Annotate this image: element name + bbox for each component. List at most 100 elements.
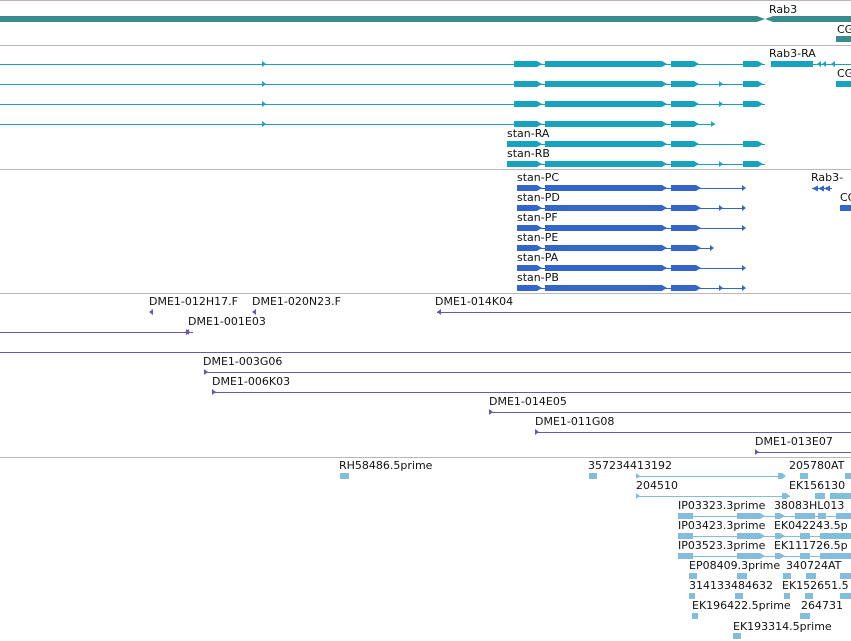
strand-arrow-icon [719,81,723,87]
strand-arrow-icon [719,161,723,167]
transcript-label-stan-pc: stan-PC [517,171,559,184]
transcript-label-stan-pa: stan-PA [517,251,559,264]
est-clone-row-1[interactable] [149,309,153,315]
protein-row-1[interactable] [517,185,746,191]
est-read-row-8[interactable] [678,553,851,559]
est-read-row-6[interactable] [678,513,851,519]
est-read-row-4[interactable] [636,493,790,499]
gene-label-rab3: Rab3 [769,3,797,16]
strand-arrow-icon [149,309,153,315]
strand-arrow-icon [831,61,835,67]
flybase-transcript-row-2[interactable] [0,81,765,87]
transcript-label-rab3: Rab3- [811,171,843,184]
strand-arrow-icon [262,101,266,107]
est-clone-row-3[interactable] [437,309,851,315]
strand-arrow-icon [252,309,256,315]
flybase-transcript-glyphs [0,61,851,167]
read-label-ek196422: EK196422.5prime [692,599,791,612]
flybase-transcript-row-1[interactable] [0,61,765,67]
flybase-transcript-row-4[interactable] [0,121,715,127]
read-label-ip03423: IP03423.3prime [678,519,766,532]
est-clone-row-10[interactable] [755,449,851,455]
read-label-314133484632: 314133484632 [689,579,773,592]
strand-arrow-icon [636,473,640,479]
clone-label-dme1-003g06: DME1-003G06 [203,355,282,368]
protein-row-6[interactable] [517,285,746,291]
strand-arrow-icon [636,493,640,499]
est-read-row-1[interactable] [340,473,349,479]
transcript-label-cg: CG [837,67,851,80]
strand-arrow-icon [719,285,723,291]
read-label-ek193314: EK193314.5prime [733,620,832,633]
transcript-cg-protein[interactable] [840,205,851,211]
est-clone-row-9[interactable] [535,429,851,435]
strand-arrow-icon [262,121,266,127]
strand-arrow-icon [185,329,189,335]
read-label-ek156130: EK156130 [789,479,845,492]
flybase-transcript-row-6[interactable] [507,161,765,167]
est-read-row-12[interactable] [733,633,741,639]
strand-arrow-icon [742,265,746,271]
flybase-transcript-track: Rab3-RA CG stan-RA stan-RB [507,47,851,160]
protein-row-5[interactable] [517,265,746,271]
est-read-row-7[interactable] [678,533,851,539]
flybase-transcript-row-5[interactable] [507,141,765,147]
clone-label-dme1-013e07: DME1-013E07 [755,435,833,448]
flybase-transcript-rab3-ra[interactable] [771,61,851,67]
protein-row-2[interactable] [517,205,746,211]
est-read-row-3[interactable] [800,473,851,479]
strand-arrow-icon [817,61,821,67]
est-clone-row-4[interactable] [0,329,193,335]
read-label-ek042243: EK042243.5p [774,519,848,532]
flybase-transcript-cg[interactable] [836,81,851,87]
strand-arrow-icon [711,121,715,127]
clone-label-dme1-011g08: DME1-011G08 [535,415,614,428]
est-clone-row-7[interactable] [212,389,851,395]
transcript-label-stan-rb: stan-RB [507,147,550,160]
clone-label-dme1-012h17: DME1-012H17.F [149,295,238,308]
read-label-ep08409: EP08409.3prime [689,559,780,572]
est-read-row-2[interactable] [589,473,786,479]
est-read-row-5[interactable] [815,493,851,499]
read-label-rh58486: RH58486.5prime [339,459,433,472]
est-read-row-9[interactable] [689,573,851,579]
gene-cg[interactable] [836,36,851,42]
transcript-rab3-protein[interactable] [812,185,832,192]
est-clone-row-8[interactable] [489,409,851,415]
flybase-transcript-row-3[interactable] [0,101,765,107]
transcript-label-stan-pe: stan-PE [517,231,558,244]
gene-track: Rab3 CG [0,3,851,42]
protein-row-3[interactable] [517,225,746,231]
transcript-label-cg-2: CG [840,191,851,204]
other-transcript-glyphs [517,185,746,291]
est-clone-glyphs [0,309,851,455]
strand-arrow-icon [710,245,714,251]
strand-arrow-icon [742,225,746,231]
read-label-ek152651: EK152651.5 [782,579,849,592]
est-clone-row-6[interactable] [204,369,851,375]
strand-arrow-icon [535,429,539,435]
read-label-340724at: 340724AT [786,559,842,572]
other-transcript-track: stan-PC stan-PD stan-PF stan-PE stan-PA … [517,171,851,284]
est-read-glyphs [340,473,851,639]
strand-arrow-icon [212,389,216,395]
est-clone-row-2[interactable] [252,309,256,315]
read-label-357234413192: 357234413192 [588,459,672,472]
read-label-38083hl013: 38083HL013 [774,499,844,512]
clone-label-dme1-006k03: DME1-006K03 [212,375,290,388]
clone-label-dme1-001e03: DME1-001E03 [188,315,266,328]
read-label-ip03323: IP03323.3prime [678,499,766,512]
est-read-row-10[interactable] [689,593,851,599]
strand-arrow-icon [742,205,746,211]
protein-row-4[interactable] [517,245,714,251]
est-read-row-11[interactable] [692,613,810,619]
strand-arrow-icon [742,285,746,291]
gene-rab3[interactable] [0,16,851,22]
transcript-label-stan-ra: stan-RA [507,127,550,140]
transcript-label-stan-pd: stan-PD [517,191,560,204]
est-clone-track: DME1-012H17.F DME1-020N23.F DME1-014K04 … [149,295,833,448]
strand-arrow-icon [719,101,723,107]
strand-arrow-icon [742,185,746,191]
strand-arrow-icon [262,61,266,67]
